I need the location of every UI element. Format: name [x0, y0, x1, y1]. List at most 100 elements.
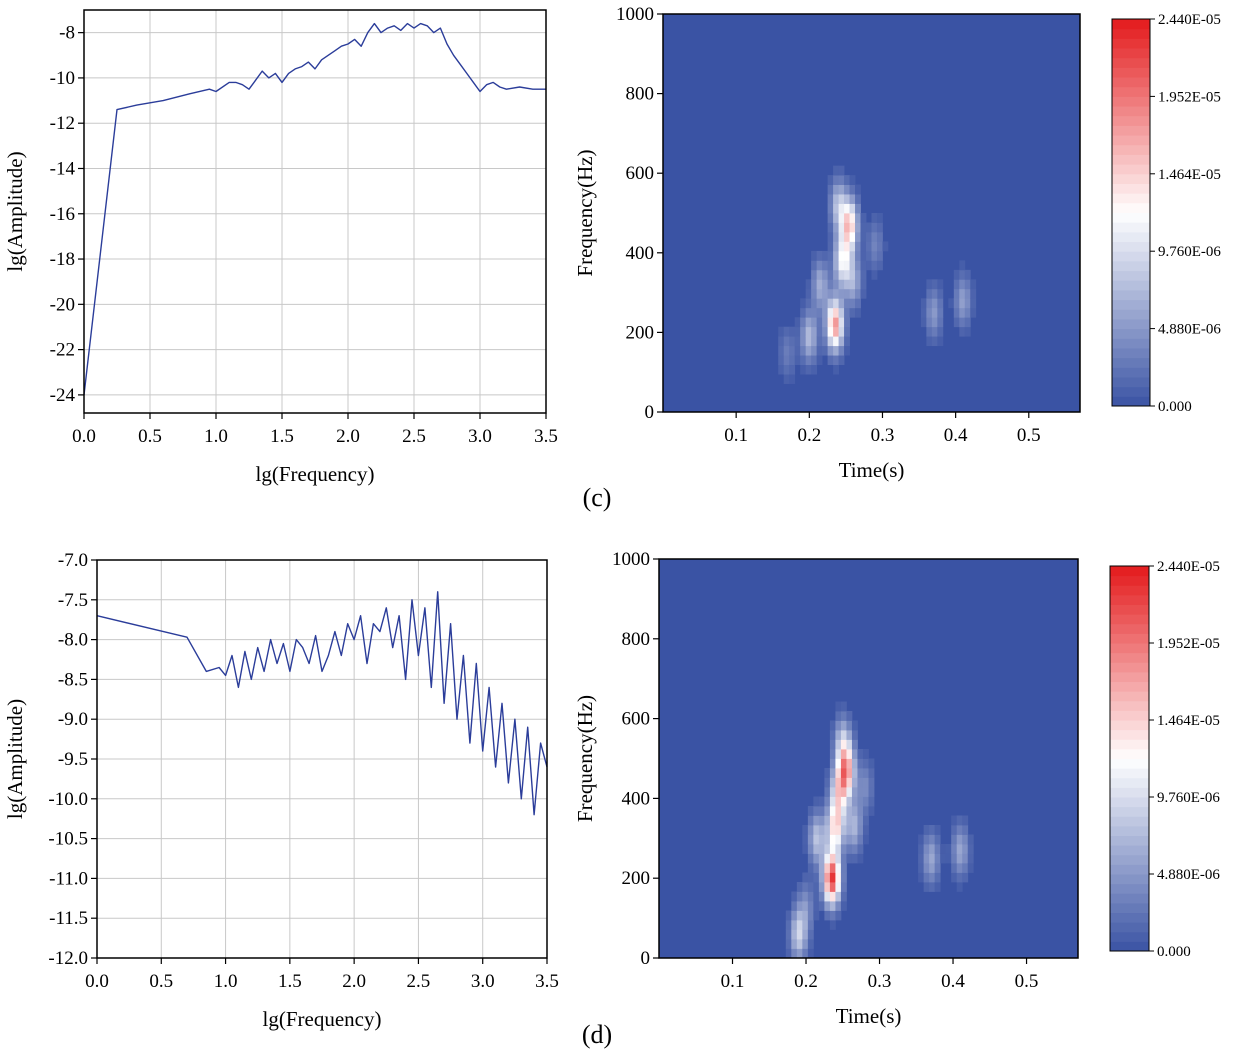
heatmap-cell [794, 355, 801, 366]
heatmap-cell [807, 948, 814, 959]
heatmap-cell [835, 720, 842, 731]
heatmap-cell [882, 241, 889, 252]
heatmap-cell [862, 787, 869, 797]
heatmap-cell [824, 834, 831, 845]
heatmap-cell [838, 222, 845, 233]
heatmap-cell [818, 853, 825, 864]
heatmap-cell [794, 345, 801, 356]
heatmap-cell [811, 279, 818, 290]
x-tick-label: 2.0 [342, 971, 366, 992]
heatmap-cell [937, 317, 944, 328]
colorbar-tick-label: 4.880E-06 [1158, 322, 1221, 338]
heatmap-cell [783, 345, 790, 356]
heatmap-cell [860, 279, 867, 290]
heatmap-cell [785, 939, 792, 949]
heatmap-cell [835, 806, 842, 816]
heatmap-cell [811, 250, 818, 261]
colorbar-tick-label: 0.000 [1157, 944, 1191, 960]
heatmap-cell [827, 260, 834, 271]
heatmap-cell [851, 806, 858, 816]
heatmap-cell [829, 882, 836, 892]
plot-area [84, 10, 546, 413]
heatmap-cell [827, 345, 834, 356]
heatmap-cell [866, 260, 872, 271]
heatmap-cell [785, 910, 792, 921]
heatmap-cell [827, 307, 834, 318]
heatmap-cell [846, 749, 853, 759]
heatmap-cell [796, 891, 803, 902]
y-tick-label: 800 [622, 629, 651, 650]
heatmap-cell [818, 815, 825, 826]
heatmap-cell [802, 939, 809, 949]
colorbar-band [1110, 758, 1149, 769]
heatmap-cell [876, 231, 883, 242]
heatmap-cell [824, 910, 831, 921]
heatmap-cell [805, 279, 812, 290]
heatmap-cell [829, 844, 836, 854]
heatmap-cell [783, 336, 790, 347]
heatmap-cell [811, 260, 818, 271]
heatmap-cell [791, 910, 798, 921]
heatmap-cell [838, 298, 845, 309]
x-tick-label: 0.1 [724, 425, 748, 446]
heatmap-cell [824, 815, 831, 826]
heatmap-cell [791, 939, 798, 949]
heatmap-cell [934, 863, 941, 873]
heatmap-cell [829, 825, 836, 835]
colorbar-band [1110, 710, 1149, 721]
heatmap-cell [807, 872, 814, 883]
series-line-spectrum [83, 22, 546, 395]
heatmap-cell [953, 269, 960, 280]
colorbar-band [1112, 125, 1150, 136]
heatmap-cell [937, 326, 944, 337]
heatmap-cell [833, 355, 839, 366]
heatmap-cell [827, 326, 834, 337]
heatmap-cell [862, 834, 869, 845]
heatmap-cell [851, 787, 858, 797]
colorbar-band [1110, 604, 1149, 615]
heatmap-cell [833, 269, 839, 280]
heatmap-cell [824, 844, 831, 854]
heatmap-cell [816, 250, 823, 261]
heatmap-cell [796, 920, 803, 930]
colorbar-band [1110, 931, 1149, 942]
heatmap-cell [840, 806, 847, 816]
heatmap-cell [844, 288, 850, 299]
heatmap-cell [816, 279, 823, 290]
y-tick-label: -7.5 [58, 590, 88, 611]
heatmap-cell [862, 768, 869, 778]
colorbar-band [1110, 893, 1149, 904]
heatmap-cell [827, 194, 834, 204]
colorbar-band [1110, 691, 1149, 702]
heatmap-cell [857, 844, 864, 854]
colorbar-band [1112, 57, 1150, 68]
heatmap-cell [934, 882, 941, 892]
heatmap-cell [840, 872, 847, 883]
heatmap-cell [868, 806, 875, 816]
x-tick-label: 2.5 [402, 426, 426, 447]
x-tick-label: 3.0 [468, 426, 492, 447]
heatmap-cell [855, 184, 861, 195]
heatmap-cell [855, 241, 861, 252]
heatmap-cell [835, 853, 842, 864]
heatmap-cell [844, 269, 850, 280]
heatmap-cell [778, 345, 785, 356]
heatmap-cell [849, 269, 856, 280]
heatmap-cell [805, 317, 812, 328]
heatmap-cell [800, 364, 807, 375]
colorbar-band [1112, 386, 1150, 397]
heatmap-cell [807, 910, 814, 921]
colorbar-band [1110, 787, 1149, 798]
colorbar-band [1112, 299, 1150, 310]
colorbar-band [1110, 633, 1149, 644]
heatmap-cell [937, 307, 944, 318]
y-tick-label: -10 [50, 68, 75, 89]
heatmap-cell [860, 260, 867, 271]
heatmap-cell [838, 288, 845, 299]
heatmap-cell [833, 345, 839, 356]
colorbar-band [1112, 86, 1150, 97]
heatmap-cell [824, 768, 831, 778]
heatmap-cell [857, 825, 864, 835]
heatmap-cell [838, 260, 845, 271]
heatmap-cell [931, 307, 938, 318]
